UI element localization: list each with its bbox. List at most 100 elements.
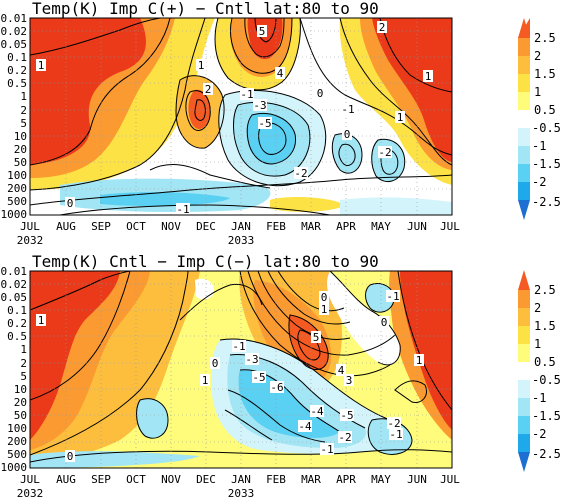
top-warm-left-core [30, 18, 146, 165]
svg-text:APR: APR [336, 473, 356, 486]
bot-clabel: 0 [321, 291, 328, 304]
bot-clabel: -1 [232, 340, 245, 353]
svg-text:SEP: SEP [91, 220, 111, 233]
top-cb-m2 [518, 182, 530, 200]
top-contours [30, 18, 452, 215]
svg-text:1: 1 [534, 85, 541, 99]
top-clabel: 5 [259, 25, 266, 38]
bot-cold-main-core [238, 369, 340, 438]
bot-warm-center-core [288, 315, 329, 370]
svg-text:-2.5: -2.5 [532, 195, 561, 209]
bottom-plot-frame [29, 270, 453, 469]
svg-text:JAN: JAN [231, 220, 251, 233]
svg-text:-0.5: -0.5 [532, 121, 561, 135]
top-clabel: -3 [253, 99, 266, 112]
top-cb-m1 [518, 146, 530, 164]
top-warm-right-core [372, 18, 452, 162]
svg-text:JUL: JUL [440, 473, 460, 486]
top-clabel: -1 [240, 88, 253, 101]
bot-clabel: 1 [202, 374, 209, 387]
bot-clabel: -6 [270, 381, 283, 394]
top-clabel: 2 [205, 83, 212, 96]
bot-clabel: 0 [212, 357, 219, 370]
top-plot-area: 5 4 2 1 0 -1 -3 -5 -2 -1 0 1 2 1 1 -1 -2… [30, 18, 452, 216]
svg-text:MAR: MAR [301, 220, 321, 233]
svg-text:1000: 1000 [1, 461, 28, 474]
bot-clabel: 0 [67, 450, 74, 463]
top-clabel: 0 [317, 87, 324, 100]
svg-text:10: 10 [14, 383, 27, 396]
svg-text:-0.5: -0.5 [532, 373, 561, 387]
top-cb-1 [518, 74, 530, 92]
top-cb-2 [518, 38, 530, 56]
svg-text:FEB: FEB [266, 473, 286, 486]
svg-text:-2: -2 [532, 427, 546, 441]
bot-white-top [195, 278, 215, 300]
svg-text:2032: 2032 [17, 234, 44, 247]
bot-clabel: 4 [338, 364, 345, 377]
svg-text:FEB: FEB [266, 220, 286, 233]
svg-text:-2.5: -2.5 [532, 447, 561, 461]
svg-text:2032: 2032 [17, 487, 44, 500]
top-cold-bottom-right [340, 197, 452, 215]
top-clabel: -2 [378, 146, 391, 159]
svg-text:50: 50 [14, 156, 27, 169]
top-clabel: 1 [425, 70, 432, 83]
bot-clabel: 3 [346, 374, 353, 387]
svg-text:20: 20 [14, 396, 27, 409]
bot-clabel: 1 [416, 354, 423, 367]
top-y-axis: 0.01 0.02 0.05 0.1 0.2 0.5 1 2 5 10 20 5… [1, 12, 28, 221]
top-cb-1_5 [518, 56, 530, 74]
svg-text:0.1: 0.1 [7, 304, 27, 317]
svg-text:0.5: 0.5 [534, 355, 556, 369]
top-clabel: 2 [379, 21, 386, 34]
svg-text:JUN: JUN [407, 473, 427, 486]
svg-text:1000: 1000 [1, 208, 28, 221]
svg-text:10: 10 [14, 130, 27, 143]
top-cb-m1_5 [518, 164, 530, 182]
bot-clabel: -1 [386, 290, 399, 303]
top-clabel: 0 [344, 128, 351, 141]
top-cb-m0_5 [518, 128, 530, 146]
svg-text:SEP: SEP [91, 473, 111, 486]
svg-text:NOV: NOV [161, 473, 181, 486]
svg-text:-2: -2 [532, 175, 546, 189]
top-cb-tri-bottom [518, 200, 530, 220]
svg-text:0.05: 0.05 [1, 291, 28, 304]
svg-text:2: 2 [20, 357, 27, 370]
bottom-y-axis: 0.01 0.02 0.05 0.1 0.2 0.5 1 2 5 10 20 5… [1, 265, 28, 474]
top-clabel: 1 [38, 59, 45, 72]
top-x-axis: JUL AUG SEP OCT NOV DEC JAN FEB MAR APR … [17, 220, 461, 247]
svg-text:0.01: 0.01 [1, 12, 28, 25]
svg-text:2: 2 [534, 49, 541, 63]
top-clabel: -5 [258, 117, 271, 130]
svg-text:1: 1 [534, 337, 541, 351]
svg-text:0.01: 0.01 [1, 265, 28, 278]
svg-text:-1.5: -1.5 [532, 409, 561, 423]
top-title: Temp(K) Imp C(+) − Cntl lat:80 to 90 [32, 0, 379, 18]
bot-clabel: -2 [387, 417, 400, 430]
svg-text:0.1: 0.1 [7, 51, 27, 64]
svg-text:JUL: JUL [20, 473, 40, 486]
top-clabel: -1 [176, 203, 189, 216]
svg-text:1.5: 1.5 [534, 319, 556, 333]
svg-text:0.02: 0.02 [1, 278, 28, 291]
bot-warm-right-core [400, 271, 452, 430]
svg-text:0.05: 0.05 [1, 38, 28, 51]
bot-white-upper [327, 271, 401, 365]
bot-clabel: 0 [381, 316, 388, 329]
bot-clabel: -2 [338, 431, 351, 444]
bot-clabel: -1 [320, 443, 333, 456]
svg-text:AUG: AUG [56, 473, 76, 486]
top-contour-labels: 5 4 2 1 0 -1 -3 -5 -2 -1 0 1 2 1 1 -1 -2… [36, 21, 433, 216]
svg-text:1.5: 1.5 [534, 67, 556, 81]
svg-text:JUL: JUL [440, 220, 460, 233]
top-clabel: 1 [198, 59, 205, 72]
svg-text:5: 5 [20, 370, 27, 383]
svg-text:100: 100 [7, 169, 27, 182]
svg-text:0.5: 0.5 [534, 103, 556, 117]
top-cold-apr [332, 133, 362, 174]
bot-clabel: -5 [252, 371, 265, 384]
svg-text:1: 1 [20, 90, 27, 103]
